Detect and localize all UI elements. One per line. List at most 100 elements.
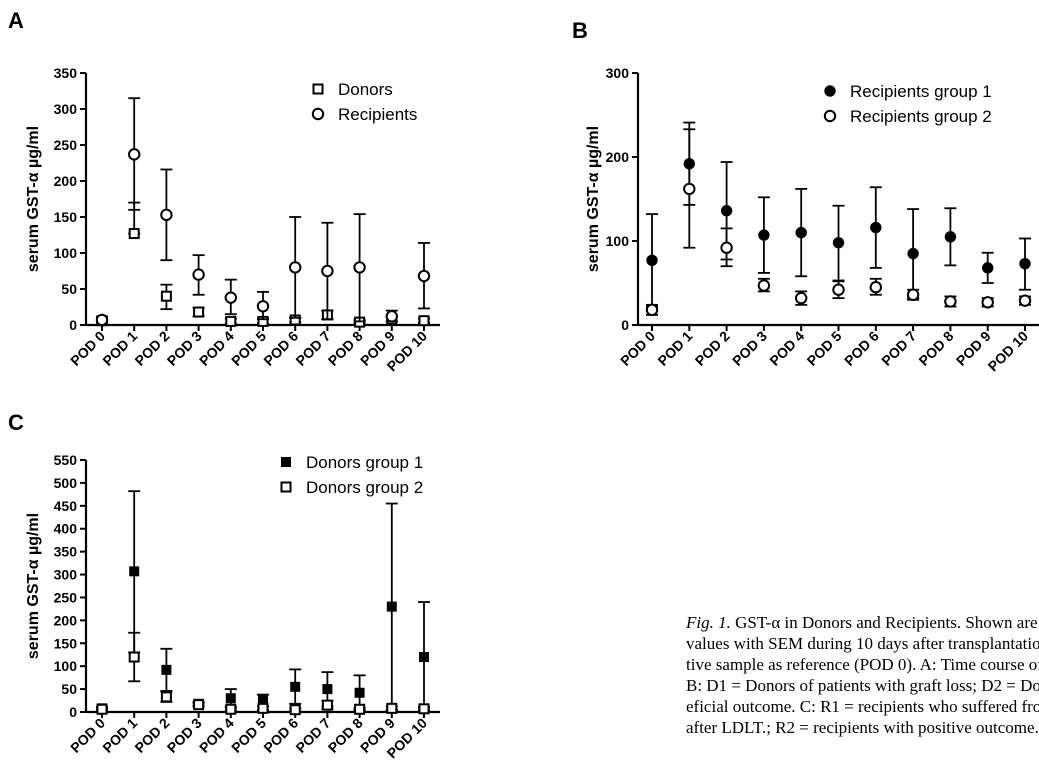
caption-line-2: values with SEM during 10 days after tra… bbox=[686, 634, 1039, 653]
y-tick-label: 200 bbox=[606, 149, 630, 165]
x-tick-label: POD 3 bbox=[164, 715, 205, 756]
x-tick-label: POD 4 bbox=[196, 328, 237, 369]
y-tick-label: 200 bbox=[54, 612, 78, 628]
data-point bbox=[907, 247, 919, 260]
data-point bbox=[128, 148, 141, 161]
data-point bbox=[193, 699, 205, 711]
data-point bbox=[129, 566, 140, 577]
y-tick-label: 100 bbox=[606, 233, 630, 249]
data-point bbox=[128, 228, 140, 240]
x-tick-label: POD 8 bbox=[325, 328, 366, 369]
x-tick-label: POD 1 bbox=[654, 328, 695, 369]
data-point bbox=[160, 691, 172, 703]
x-tick-label: POD 4 bbox=[196, 715, 237, 756]
data-point bbox=[161, 664, 172, 675]
data-point bbox=[832, 236, 845, 249]
x-tick-label: POD 8 bbox=[325, 715, 366, 756]
data-point bbox=[646, 254, 658, 267]
y-tick-label: 250 bbox=[54, 589, 78, 605]
panel-letter: C bbox=[8, 410, 24, 435]
y-tick-label: 350 bbox=[54, 65, 78, 81]
data-point bbox=[160, 208, 173, 222]
y-tick-label: 250 bbox=[54, 137, 78, 153]
y-tick-label: 500 bbox=[54, 475, 78, 491]
data-point bbox=[225, 703, 237, 715]
y-axis-label: serum GST-α µg/ml bbox=[585, 126, 602, 272]
data-point bbox=[385, 310, 398, 323]
legend-label: Recipients group 2 bbox=[850, 107, 992, 126]
data-point bbox=[870, 221, 882, 234]
x-tick-label: POD 7 bbox=[292, 715, 333, 756]
legend-label: Donors group 1 bbox=[306, 453, 423, 472]
data-point bbox=[225, 693, 236, 704]
data-point bbox=[720, 205, 733, 217]
x-tick-label: POD 7 bbox=[292, 328, 333, 369]
x-tick-label: POD 6 bbox=[260, 715, 301, 756]
panel-b: B 0 100 200 300 POD 0 POD 1 POD 2 POD 3 POD 4 POD… bbox=[560, 0, 1039, 400]
data-point bbox=[225, 315, 237, 327]
x-tick-label: POD 1 bbox=[99, 328, 140, 369]
data-point bbox=[386, 601, 397, 612]
y-tick-label: 300 bbox=[606, 65, 630, 81]
data-point bbox=[795, 226, 807, 239]
data-point bbox=[256, 300, 270, 313]
caption-fig-label: Fig. 1. bbox=[686, 613, 731, 632]
x-tick-label: POD 6 bbox=[260, 328, 301, 369]
y-tick-label: 200 bbox=[54, 173, 78, 189]
figure-caption: Fig. 1. GST-α in Donors and Recipients. … bbox=[686, 612, 1039, 738]
panel-letter: A bbox=[8, 8, 24, 33]
panel-a: A 0 50 100 150 200 250 300 350 POD 0 POD 1 POD 2 PO… bbox=[0, 0, 520, 400]
data-point bbox=[321, 699, 333, 711]
data-point bbox=[289, 261, 302, 274]
legend-marker bbox=[281, 457, 291, 467]
y-tick-label: 300 bbox=[54, 101, 78, 117]
x-tick-label: POD 10 bbox=[985, 328, 1032, 375]
data-point bbox=[193, 306, 205, 318]
y-tick-label: 0 bbox=[621, 317, 629, 333]
y-axis-label: serum GST-α µg/ml bbox=[25, 513, 42, 659]
panel-letter: B bbox=[572, 18, 588, 43]
x-tick-label: POD 0 bbox=[67, 715, 108, 756]
data-point bbox=[418, 703, 430, 715]
data-point bbox=[758, 229, 770, 241]
data-point bbox=[354, 703, 366, 715]
data-point bbox=[832, 283, 845, 296]
data-point bbox=[353, 261, 366, 274]
data-point bbox=[386, 702, 398, 714]
x-tick-label: POD 0 bbox=[617, 328, 658, 369]
data-point bbox=[1019, 257, 1031, 270]
x-tick-label: POD 4 bbox=[766, 328, 807, 369]
y-tick-label: 150 bbox=[54, 635, 78, 651]
caption-line-6: after LDLT.; R2 = recipients with positi… bbox=[686, 718, 1039, 737]
x-tick-label: POD 2 bbox=[131, 328, 172, 369]
legend-marker bbox=[823, 109, 837, 123]
data-point bbox=[683, 182, 696, 196]
y-tick-label: 100 bbox=[54, 245, 78, 261]
data-point bbox=[290, 681, 301, 692]
legend-label: Recipients group 1 bbox=[850, 82, 992, 101]
data-point bbox=[160, 290, 172, 302]
x-tick-label: POD 5 bbox=[228, 328, 269, 369]
y-tick-label: 400 bbox=[54, 521, 78, 537]
x-tick-label: POD 3 bbox=[164, 328, 205, 369]
panel-c: C 0 50 100 150 200 250 300 350 400 450 500 550 POD 0… bbox=[0, 400, 520, 778]
y-tick-label: 0 bbox=[69, 704, 77, 720]
data-point bbox=[419, 652, 429, 663]
data-point bbox=[95, 313, 109, 327]
data-point bbox=[795, 291, 808, 305]
data-point bbox=[906, 288, 920, 301]
data-point bbox=[322, 684, 333, 695]
data-point bbox=[645, 303, 659, 317]
legend-label: Donors bbox=[338, 80, 393, 99]
x-tick-label: POD 2 bbox=[131, 715, 172, 756]
data-point bbox=[417, 269, 431, 283]
legend-marker bbox=[824, 85, 836, 97]
legend-marker bbox=[312, 83, 324, 95]
data-point bbox=[289, 704, 301, 716]
y-tick-label: 150 bbox=[54, 209, 78, 225]
caption-text: GST-α in Donors and Recipients. Shown ar… bbox=[730, 613, 1038, 632]
x-tick-label: POD 5 bbox=[228, 715, 269, 756]
y-tick-label: 450 bbox=[54, 498, 78, 514]
